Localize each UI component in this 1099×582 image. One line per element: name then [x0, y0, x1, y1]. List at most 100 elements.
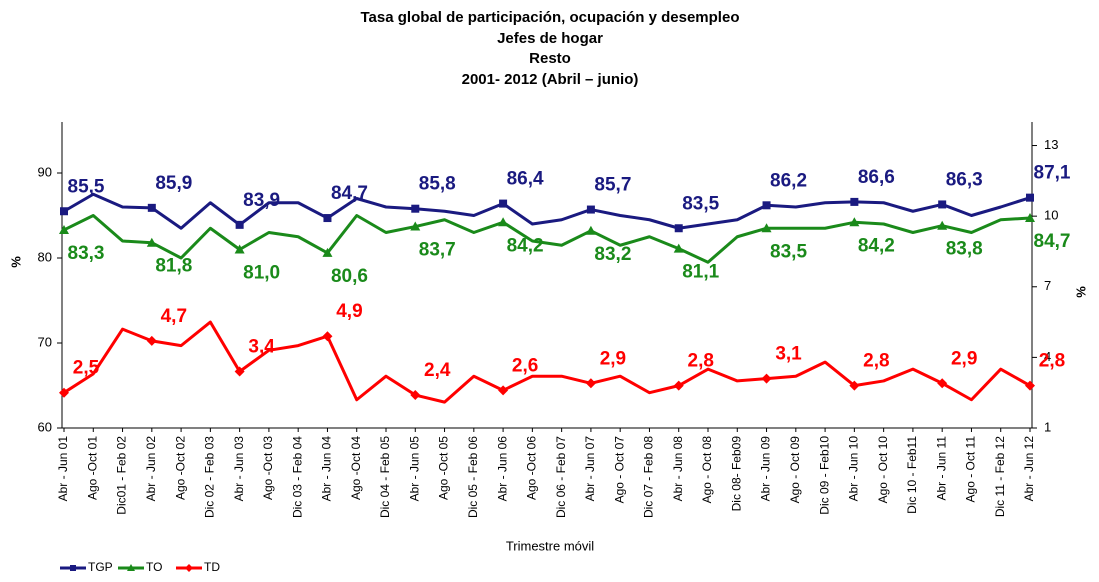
y-tick-label: 70 [38, 334, 52, 349]
data-label: 2,8 [1039, 351, 1065, 372]
data-label: 84,2 [858, 235, 895, 256]
legend-label: TGP [88, 560, 113, 574]
data-label: 3,4 [248, 337, 275, 358]
data-label: 84,2 [507, 235, 544, 256]
marker [60, 207, 68, 216]
marker [849, 217, 860, 227]
chart-title: Tasa global de participación, ocupación … [361, 9, 740, 26]
x-tick-label: Dic01 - Feb 02 [115, 436, 129, 515]
y-tick-label: 90 [38, 164, 52, 179]
marker [235, 220, 244, 229]
data-label: 86,2 [770, 170, 807, 191]
data-label: 2,6 [512, 355, 538, 376]
x-tick-label: Abr - Jun 08 [671, 436, 685, 502]
data-label: 2,4 [424, 360, 451, 381]
x-tick-label: Dic 06 - Feb 07 [554, 436, 568, 518]
x-tick-label: Ago -Oct 04 [349, 436, 363, 500]
data-label: 81,8 [155, 256, 192, 277]
data-label: 83,9 [243, 190, 280, 211]
data-label: 80,6 [331, 266, 368, 287]
marker [1025, 380, 1035, 391]
marker [498, 385, 509, 396]
marker [322, 247, 333, 257]
marker [410, 221, 421, 231]
marker [59, 387, 69, 398]
chart-subtitle: 2001- 2012 (Abril – junio) [462, 71, 639, 88]
marker [411, 204, 420, 213]
series-line [63, 192, 1031, 230]
x-tick-label: Ago - Oct 10 [876, 436, 890, 504]
data-label: 84,7 [331, 183, 368, 204]
y2-axis-title: % [1073, 286, 1088, 298]
marker [146, 237, 157, 247]
marker [322, 331, 333, 342]
marker [761, 223, 772, 233]
x-tick-label: Abr - Jun 07 [583, 436, 597, 502]
data-label: 2,5 [73, 358, 100, 379]
data-label: 83,8 [946, 239, 983, 260]
marker [127, 564, 135, 571]
x-tick-label: Abr - Jun 01 [56, 436, 70, 502]
marker [937, 220, 948, 230]
x-tick-label: Ago - Oct 11 [964, 436, 978, 503]
marker [499, 199, 508, 208]
x-tick-label: Ago - Oct 08 [700, 436, 714, 504]
x-tick-label: Abr - Jun 03 [232, 436, 246, 502]
marker [147, 203, 156, 212]
x-tick-label: Ago -Oct 05 [437, 436, 451, 500]
data-label: 83,5 [770, 241, 807, 262]
marker [59, 224, 69, 234]
y-axis-title: % [8, 256, 23, 268]
data-label: 2,9 [951, 348, 977, 369]
x-tick-label: Ago - Oct 07 [612, 436, 626, 504]
data-label: 2,8 [863, 351, 889, 372]
x-tick-label: Abr - Jun 12 [1022, 436, 1036, 502]
data-label: 85,8 [419, 174, 456, 195]
x-tick-label: Ago -Oct 02 [173, 436, 187, 500]
y2-tick-label: 10 [1044, 208, 1058, 223]
data-label: 83,5 [682, 193, 719, 214]
x-tick-label: Abr - Jun 05 [407, 436, 421, 502]
y2-tick-label: 13 [1044, 137, 1058, 152]
marker [410, 390, 421, 401]
marker [185, 564, 193, 572]
data-label: 85,7 [594, 175, 631, 196]
legend-label: TO [146, 560, 162, 574]
marker [585, 225, 596, 235]
marker [585, 378, 596, 389]
x-tick-label: Dic 10 - Feb11 [905, 436, 919, 514]
x-tick-label: Ago -Oct 03 [261, 436, 275, 500]
x-tick-label: Dic 03 - Feb 04 [290, 436, 304, 518]
data-label: 87,1 [1034, 163, 1071, 184]
marker [70, 565, 76, 571]
marker [146, 335, 157, 346]
data-label: 2,9 [600, 348, 626, 369]
x-tick-label: Ago -Oct 01 [85, 436, 99, 500]
x-tick-label: Abr - Jun 02 [144, 436, 158, 502]
marker [234, 366, 245, 377]
x-tick-label: Abr - Jun 06 [495, 436, 509, 502]
series-line [63, 214, 1031, 264]
y2-tick-label: 4 [1044, 349, 1051, 364]
x-tick-label: Dic 08- Feb09 [729, 436, 743, 512]
marker [849, 380, 860, 391]
data-label: 3,1 [775, 344, 802, 365]
marker [234, 244, 245, 254]
y2-tick-label: 1 [1044, 419, 1051, 434]
marker [1026, 193, 1034, 202]
x-tick-label: Ago -Oct 06 [525, 436, 539, 500]
legend-label: TD [204, 560, 220, 574]
chart-subtitle: Jefes de hogar [497, 30, 603, 47]
chart-subtitle: Resto [529, 50, 571, 67]
x-tick-label: Abr - Jun 10 [847, 436, 861, 502]
y2-tick-label: 7 [1044, 278, 1051, 293]
data-label: 83,3 [68, 243, 105, 264]
marker [762, 201, 771, 210]
marker [498, 217, 509, 227]
x-axis-title: Trimestre móvil [506, 538, 594, 553]
marker [673, 243, 684, 253]
x-tick-label: Dic 02 - Feb 03 [203, 436, 217, 518]
marker [850, 197, 859, 206]
data-label: 85,5 [68, 176, 105, 197]
